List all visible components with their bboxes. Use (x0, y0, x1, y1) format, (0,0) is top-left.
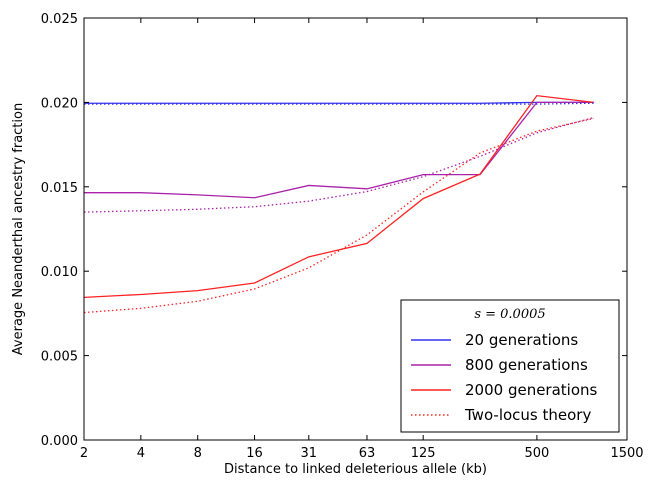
series-line-1 (84, 101, 594, 199)
legend-title: s = 0.0005 (474, 307, 545, 322)
legend-label-5: Two-locus theory (464, 406, 591, 424)
series-line-5-theory (83, 117, 594, 314)
series-line-4-theory (83, 116, 594, 213)
series-layer (83, 94, 594, 314)
legend-items: 20 generations 800 generations 2000 genera… (411, 331, 598, 424)
x-tick-label: 4 (137, 446, 145, 461)
x-tick-label: 31 (301, 446, 318, 461)
legend-label-0: 20 generations (465, 331, 578, 349)
series-line-3-theory (84, 102, 594, 105)
y-tick-label: 0.005 (41, 350, 78, 365)
y-tick-label: 0.010 (41, 265, 78, 280)
legend-label-1: 800 generations (465, 356, 588, 374)
plot-area-frame (83, 17, 628, 441)
x-tick-label: 125 (411, 446, 436, 461)
y-tick-label: 0.020 (41, 96, 78, 111)
x-tick-label: 16 (246, 446, 263, 461)
x-tick-label: 63 (359, 446, 376, 461)
x-tick-label: 8 (194, 446, 202, 461)
x-tick-label: 500 (524, 446, 549, 461)
x-tick-label: 1500 (610, 446, 643, 461)
x-axis-label: Distance to linked deleterious allele (k… (224, 462, 487, 477)
x-tick-label: 2 (80, 446, 88, 461)
y-tick-label: 0.025 (41, 12, 78, 27)
y-axis-label: Average Neanderthal ancestry fraction (11, 103, 26, 355)
legend-label-2: 2000 generations (465, 381, 598, 399)
legend-box (400, 299, 620, 433)
y-tick-label: 0.000 (41, 434, 78, 449)
legend: s = 0.0005 20 generations 800 generations… (400, 299, 620, 433)
y-tick-label: 0.015 (41, 181, 78, 196)
series-line-0 (84, 101, 594, 104)
axis-ticks: 2 4 8 16 31 63 125 500 1500 0.000 0.005 0.010 0.015 0… (41, 12, 644, 461)
series-line-2 (83, 94, 594, 299)
